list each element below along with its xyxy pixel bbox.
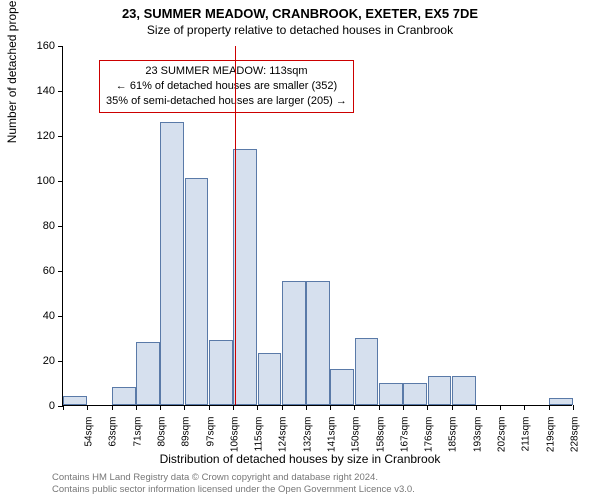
y-tick-label: 40: [43, 310, 63, 322]
histogram-bar: [233, 149, 257, 406]
histogram-chart: 23 SUMMER MEADOW: 113sqm ← 61% of detach…: [62, 46, 572, 406]
histogram-bar: [355, 338, 379, 406]
page-subtitle: Size of property relative to detached ho…: [0, 21, 600, 37]
y-tick-label: 140: [37, 85, 63, 97]
x-tick: [354, 405, 355, 410]
x-tick-label: 97sqm: [205, 417, 216, 457]
histogram-bar: [112, 387, 136, 405]
footer-line-2: Contains public sector information licen…: [52, 484, 415, 496]
y-tick-label: 60: [43, 265, 63, 277]
histogram-bar: [549, 398, 573, 405]
x-tick-label: 211sqm: [521, 417, 532, 457]
y-tick-label: 20: [43, 355, 63, 367]
y-tick-label: 100: [37, 175, 63, 187]
x-tick-label: 124sqm: [278, 417, 289, 457]
x-tick-label: 150sqm: [351, 417, 362, 457]
x-tick: [500, 405, 501, 410]
annotation-line-2: ← 61% of detached houses are smaller (35…: [106, 79, 347, 94]
x-tick: [209, 405, 210, 410]
marker-line: [235, 46, 236, 405]
histogram-bar: [330, 369, 354, 405]
x-tick: [306, 405, 307, 410]
x-tick: [184, 405, 185, 410]
x-tick: [136, 405, 137, 410]
x-tick: [452, 405, 453, 410]
x-tick-label: 176sqm: [424, 417, 435, 457]
x-tick: [427, 405, 428, 410]
histogram-bar: [403, 383, 427, 406]
x-tick: [524, 405, 525, 410]
x-tick-label: 63sqm: [108, 417, 119, 457]
x-tick: [63, 405, 64, 410]
annotation-line-3: 35% of semi-detached houses are larger (…: [106, 94, 347, 109]
annotation-line-1: 23 SUMMER MEADOW: 113sqm: [106, 64, 347, 79]
x-tick: [87, 405, 88, 410]
x-tick-label: 167sqm: [399, 417, 410, 457]
histogram-bar: [160, 122, 184, 406]
x-tick: [112, 405, 113, 410]
x-tick: [379, 405, 380, 410]
x-tick-label: 115sqm: [254, 417, 265, 457]
page-title: 23, SUMMER MEADOW, CRANBROOK, EXETER, EX…: [0, 0, 600, 21]
y-tick-label: 80: [43, 220, 63, 232]
y-tick-label: 120: [37, 130, 63, 142]
x-tick: [573, 405, 574, 410]
x-tick-label: 71sqm: [132, 417, 143, 457]
histogram-bar: [209, 340, 233, 405]
x-tick: [330, 405, 331, 410]
histogram-bar: [379, 383, 403, 406]
x-tick-label: 89sqm: [181, 417, 192, 457]
x-tick-label: 219sqm: [545, 417, 556, 457]
x-tick: [160, 405, 161, 410]
annotation-box: 23 SUMMER MEADOW: 113sqm ← 61% of detach…: [99, 60, 354, 113]
x-tick: [549, 405, 550, 410]
x-tick-label: 80sqm: [157, 417, 168, 457]
x-tick-label: 106sqm: [229, 417, 240, 457]
footer-line-1: Contains HM Land Registry data © Crown c…: [52, 472, 415, 484]
x-tick: [476, 405, 477, 410]
y-tick-label: 0: [49, 400, 63, 412]
x-tick-label: 202sqm: [497, 417, 508, 457]
footer-attribution: Contains HM Land Registry data © Crown c…: [52, 472, 415, 496]
x-tick: [233, 405, 234, 410]
histogram-bar: [428, 376, 452, 405]
histogram-bar: [185, 178, 209, 405]
x-axis-title: Distribution of detached houses by size …: [0, 452, 600, 466]
y-tick-label: 160: [37, 40, 63, 52]
x-tick-label: 193sqm: [472, 417, 483, 457]
histogram-bar: [306, 281, 330, 405]
x-tick-label: 132sqm: [302, 417, 313, 457]
x-tick-label: 158sqm: [375, 417, 386, 457]
x-tick-label: 228sqm: [569, 417, 580, 457]
x-tick-label: 141sqm: [327, 417, 338, 457]
histogram-bar: [63, 396, 87, 405]
histogram-bar: [136, 342, 160, 405]
histogram-bar: [282, 281, 306, 405]
x-tick-label: 54sqm: [84, 417, 95, 457]
histogram-bar: [258, 353, 282, 405]
x-tick: [282, 405, 283, 410]
x-tick: [403, 405, 404, 410]
histogram-bar: [452, 376, 476, 405]
y-axis-title: Number of detached properties: [5, 0, 19, 143]
x-tick-label: 185sqm: [448, 417, 459, 457]
x-tick: [257, 405, 258, 410]
